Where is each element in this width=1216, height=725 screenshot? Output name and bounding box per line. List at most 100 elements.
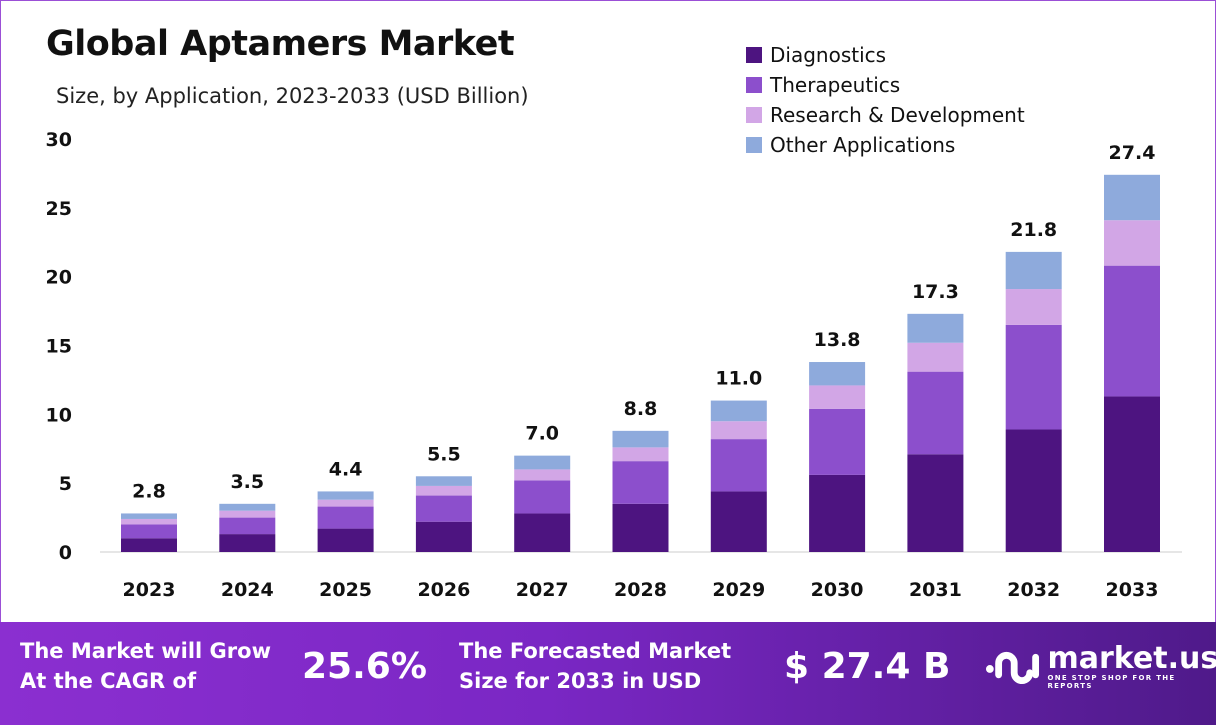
total-data-label: 11.0 [715, 368, 762, 390]
legend-swatch [746, 47, 762, 63]
total-data-label: 3.5 [230, 471, 264, 493]
bar-segment-research-development [514, 469, 571, 481]
logo-tagline: ONE STOP SHOP FOR THE REPORTS [1047, 674, 1176, 690]
total-data-label: 13.8 [814, 329, 861, 351]
legend-swatch [746, 77, 762, 93]
bar-segment-other-applications [612, 430, 669, 448]
legend-label: Other Applications [770, 133, 956, 157]
bar-segment-therapeutics [809, 408, 866, 475]
bar-segment-research-development [121, 518, 177, 525]
total-data-label: 2.8 [132, 480, 166, 502]
logo-icon [985, 651, 1040, 684]
legend-swatch [746, 107, 762, 123]
total-data-label: 21.8 [1010, 219, 1057, 241]
bar-segment-diagnostics [612, 503, 669, 552]
total-data-label: 27.4 [1109, 142, 1156, 164]
legend-label: Research & Development [770, 103, 1025, 127]
forecast-value: $ 27.4 B [784, 646, 951, 687]
bar-segment-research-development [317, 499, 374, 507]
bar-segment-therapeutics [1005, 324, 1062, 430]
bar-segment-other-applications [710, 400, 767, 422]
y-tick-label: 10 [46, 404, 72, 426]
bar-segment-other-applications [1005, 251, 1062, 290]
bar-segment-diagnostics [1104, 396, 1160, 552]
legend-item: Research & Development [746, 100, 1025, 130]
legend-item: Diagnostics [746, 40, 1025, 70]
forecast-label-line1: The Forecasted Market [459, 639, 732, 663]
bar-segment-therapeutics [219, 517, 276, 535]
x-tick-label: 2025 [319, 579, 372, 601]
cagr-value: 25.6% [302, 646, 427, 687]
x-tick-label: 2028 [614, 579, 667, 601]
total-data-label: 7.0 [525, 423, 559, 445]
bar-segment-research-development [710, 421, 767, 440]
bar-segment-other-applications [317, 491, 374, 500]
bar-segment-therapeutics [710, 439, 767, 492]
bar-segment-therapeutics [1104, 265, 1160, 397]
bar-segment-other-applications [514, 455, 571, 470]
y-tick-label: 5 [59, 473, 72, 495]
cagr-label-line1: The Market will Grow [20, 639, 271, 663]
bar-chart: 0510152025302.820233.520244.420255.52026… [46, 129, 1182, 601]
bar-segment-diagnostics [809, 474, 866, 552]
bar-segment-diagnostics [907, 454, 964, 552]
bar-segment-diagnostics [514, 513, 571, 552]
bar-segment-research-development [907, 342, 964, 372]
bar-segment-research-development [1104, 220, 1160, 266]
bar-segment-other-applications [809, 362, 866, 386]
x-tick-label: 2030 [811, 579, 864, 601]
legend-swatch [746, 137, 762, 153]
bar-segment-therapeutics [514, 480, 571, 514]
bar-segment-diagnostics [710, 491, 767, 552]
bar-segment-other-applications [121, 513, 177, 519]
bar-segment-therapeutics [415, 495, 472, 522]
y-tick-label: 0 [59, 542, 72, 564]
market-us-logo: market.us ONE STOP SHOP FOR THE REPORTS [985, 644, 1216, 690]
x-tick-label: 2026 [417, 579, 470, 601]
legend: Diagnostics Therapeutics Research & Develo… [746, 40, 1025, 160]
bar-segment-research-development [612, 447, 669, 462]
bar-segment-therapeutics [907, 371, 964, 455]
bar-segment-research-development [415, 485, 472, 496]
chart-subtitle: Size, by Application, 2023-2033 (USD Bil… [56, 84, 529, 108]
legend-label: Therapeutics [770, 73, 901, 97]
cagr-label: The Market will Grow At the CAGR of [20, 636, 271, 696]
x-tick-label: 2032 [1007, 579, 1060, 601]
y-tick-label: 30 [46, 129, 72, 151]
legend-item: Therapeutics [746, 70, 1025, 100]
y-tick-label: 20 [46, 267, 72, 289]
bar-segment-other-applications [1104, 174, 1160, 221]
forecast-label-line2: Size for 2033 in USD [459, 669, 702, 693]
bar-segment-other-applications [219, 503, 276, 511]
bar-segment-research-development [809, 385, 866, 409]
y-tick-label: 25 [46, 198, 72, 220]
bar-segment-diagnostics [317, 528, 374, 552]
legend-item: Other Applications [746, 130, 1025, 160]
x-tick-label: 2033 [1106, 579, 1159, 601]
total-data-label: 8.8 [624, 398, 658, 420]
bar-segment-therapeutics [121, 524, 177, 539]
x-tick-label: 2027 [516, 579, 569, 601]
footer-banner: The Market will Grow At the CAGR of 25.6… [0, 622, 1216, 725]
x-tick-label: 2023 [123, 579, 176, 601]
bar-segment-diagnostics [1005, 429, 1062, 552]
chart-title: Global Aptamers Market [46, 24, 515, 64]
y-tick-label: 15 [46, 336, 72, 358]
forecast-label: The Forecasted Market Size for 2033 in U… [459, 636, 731, 696]
x-tick-label: 2029 [712, 579, 765, 601]
x-tick-label: 2031 [909, 579, 962, 601]
bar-segment-diagnostics [219, 534, 276, 552]
bar-segment-therapeutics [612, 461, 669, 504]
bar-segment-therapeutics [317, 506, 374, 529]
bar-segment-research-development [219, 510, 276, 518]
x-tick-label: 2024 [221, 579, 274, 601]
total-data-label: 5.5 [427, 443, 461, 465]
cagr-label-line2: At the CAGR of [20, 669, 197, 693]
legend-label: Diagnostics [770, 43, 887, 67]
bar-segment-other-applications [907, 313, 964, 343]
logo-name: market.us [1047, 641, 1216, 676]
bar-segment-diagnostics [121, 538, 177, 552]
bar-segment-diagnostics [415, 521, 472, 552]
bar-segment-other-applications [415, 476, 472, 486]
total-data-label: 17.3 [912, 281, 959, 303]
